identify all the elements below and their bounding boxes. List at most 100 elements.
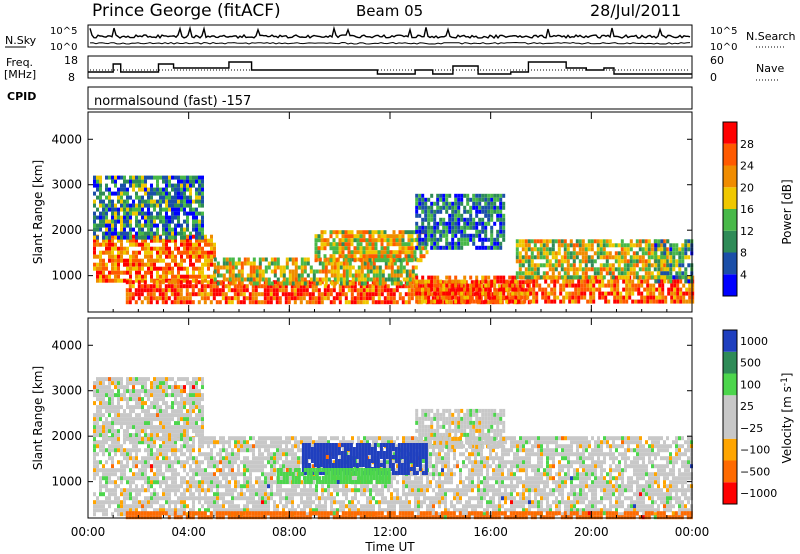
power-cell	[629, 247, 633, 252]
power-cell	[186, 254, 189, 259]
power-cell	[105, 278, 108, 283]
power-cell	[126, 179, 129, 184]
power-cell	[102, 219, 105, 224]
velocity-cell	[333, 496, 336, 501]
velocity-cell	[117, 508, 120, 513]
velocity-cell	[192, 484, 195, 489]
power-cell	[185, 296, 189, 301]
power-cell	[351, 273, 355, 278]
power-cell	[632, 275, 636, 280]
velocity-cell	[240, 448, 243, 453]
power-cell	[451, 241, 455, 246]
velocity-cell	[336, 484, 339, 489]
velocity-cell	[198, 448, 201, 453]
power-cell	[359, 246, 363, 251]
power-cell	[457, 217, 461, 222]
velocity-cell	[126, 480, 129, 485]
velocity-cell	[279, 464, 282, 469]
power-cell	[263, 292, 267, 297]
power-cell	[96, 238, 99, 243]
power-cell	[108, 191, 111, 196]
velocity-cell	[390, 484, 393, 489]
velocity-cell	[213, 484, 216, 489]
power-cell	[351, 265, 355, 270]
power-cell	[131, 280, 135, 285]
power-cell	[264, 269, 268, 274]
power-cell	[195, 242, 198, 247]
power-cell	[560, 239, 564, 244]
velocity-cell	[153, 436, 156, 441]
velocity-cell	[120, 492, 123, 497]
velocity-cell	[129, 492, 132, 497]
velocity-cell	[123, 464, 126, 469]
power-cell	[629, 259, 633, 264]
power-cell	[577, 279, 581, 284]
power-cell	[650, 275, 654, 280]
velocity-cell	[201, 496, 204, 501]
velocity-cell	[237, 436, 240, 441]
velocity-cell	[132, 472, 135, 477]
power-cell	[481, 229, 485, 234]
velocity-cell	[156, 468, 159, 473]
velocity-cell	[228, 472, 231, 477]
velocity-cell	[255, 480, 258, 485]
power-cell	[545, 247, 549, 252]
velocity-cell	[294, 444, 297, 449]
power-cell	[183, 211, 186, 216]
power-cell	[415, 213, 419, 218]
velocity-cell	[237, 480, 240, 485]
power-cell	[96, 274, 99, 279]
power-cell	[263, 300, 267, 305]
power-cell	[641, 239, 645, 244]
velocity-cell	[213, 508, 216, 513]
velocity-cell	[357, 440, 360, 445]
power-cell	[599, 255, 603, 260]
power-cell	[611, 271, 615, 276]
power-cell	[255, 265, 259, 270]
power-colorbar-label: Power [dB]	[780, 179, 794, 244]
velocity-cell	[171, 508, 174, 513]
power-cell	[317, 300, 321, 305]
velocity-cell	[192, 444, 195, 449]
power-cell	[536, 271, 540, 276]
velocity-cell	[231, 468, 234, 473]
power-cell	[108, 223, 111, 228]
power-cell	[131, 296, 135, 301]
velocity-cell	[390, 504, 393, 509]
power-cell	[393, 269, 397, 274]
velocity-cell	[210, 460, 213, 465]
velocity-cell	[288, 460, 291, 465]
velocity-cell	[165, 480, 168, 485]
power-region-6	[93, 175, 204, 240]
power-cell	[368, 234, 372, 239]
power-cell	[171, 270, 174, 275]
power-cell	[284, 300, 288, 305]
power-cell	[526, 291, 530, 296]
power-cell	[625, 299, 629, 304]
power-cell	[329, 300, 333, 305]
power-cell	[342, 269, 346, 274]
power-cell	[320, 238, 324, 243]
velocity-cell	[216, 500, 219, 505]
power-cell	[475, 221, 479, 226]
power-cell	[427, 287, 431, 292]
power-cell	[129, 235, 132, 240]
power-cell	[177, 195, 180, 200]
velocity-cell	[249, 464, 252, 469]
power-cell	[368, 254, 372, 259]
power-cell	[475, 197, 479, 202]
power-cell	[180, 250, 183, 255]
power-cell	[586, 279, 590, 284]
power-cell	[165, 231, 168, 236]
power-cell	[478, 299, 482, 304]
power-cell	[533, 267, 537, 272]
power-cell	[418, 241, 422, 246]
power-cell	[660, 271, 664, 276]
power-cell	[204, 234, 207, 239]
power-cell	[380, 288, 384, 293]
velocity-cell	[267, 456, 270, 461]
velocity-cell	[219, 496, 222, 501]
power-cell	[165, 278, 168, 283]
power-cell	[332, 288, 336, 293]
power-cell	[675, 243, 679, 248]
